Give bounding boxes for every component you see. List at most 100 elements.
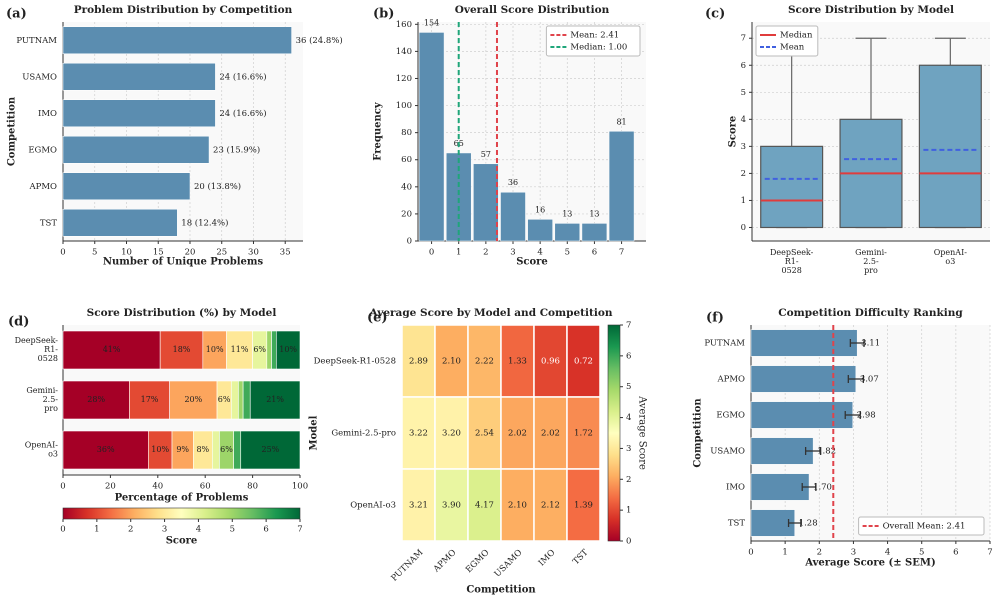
cell-label: 2.02 bbox=[508, 429, 527, 439]
value-label: 6% bbox=[218, 395, 231, 404]
y-tick-label: 3 bbox=[741, 142, 746, 152]
x-tick-label: 6 bbox=[953, 548, 958, 558]
cell-label: 3.20 bbox=[442, 429, 461, 439]
cell-label: 2.22 bbox=[475, 357, 494, 367]
x-tick-label: 60 bbox=[200, 482, 211, 492]
box bbox=[760, 145, 824, 229]
label-line: DeepSeek- bbox=[15, 336, 59, 345]
y-axis-label: Competition bbox=[7, 96, 18, 166]
value-label: 28% bbox=[87, 395, 105, 404]
x-tick-label: DeepSeek-R1-0528 bbox=[770, 248, 814, 275]
colorbar-label: Score bbox=[166, 536, 198, 547]
colorbar-tick-label: 4 bbox=[626, 413, 631, 423]
colorbar-tick-label: 6 bbox=[626, 351, 631, 361]
colorbar-label: Average Score bbox=[637, 395, 648, 470]
colorbar-tick-label: 2 bbox=[128, 525, 133, 535]
heatmap-cell bbox=[467, 396, 502, 470]
bar-segment bbox=[212, 430, 220, 470]
y-tick-label: DeepSeek-R1-0528 bbox=[15, 336, 59, 363]
y-axis-label: Model bbox=[309, 415, 320, 450]
panel-label: (d) bbox=[8, 315, 29, 330]
x-axis-label: Score bbox=[516, 257, 548, 268]
y-tick-label: 2 bbox=[741, 169, 746, 179]
x-tick-label: 0 bbox=[60, 248, 65, 258]
y-tick-label: EGMO bbox=[28, 145, 57, 155]
bar-segment bbox=[62, 430, 149, 470]
chart-title: Score Distribution (%) by Model bbox=[87, 307, 277, 319]
cell-label: 4.17 bbox=[475, 501, 494, 511]
y-tick-label: TST bbox=[728, 519, 745, 529]
label-line: Gemini- bbox=[855, 248, 887, 257]
x-tick-label: 5 bbox=[919, 548, 924, 558]
heatmap-cell bbox=[434, 396, 469, 470]
x-axis-label: Number of Unique Problems bbox=[103, 257, 264, 268]
colorbar-tick-label: 1 bbox=[94, 525, 99, 535]
y-tick-label: APMO bbox=[716, 375, 745, 385]
value-label: 24 (16.6%) bbox=[219, 71, 266, 82]
label-line: DeepSeek- bbox=[770, 248, 814, 257]
y-tick-label: TST bbox=[40, 218, 57, 228]
cell-label: 0.96 bbox=[541, 357, 560, 367]
label-line: 0528 bbox=[38, 354, 58, 363]
x-tick-label: USAMO bbox=[493, 548, 525, 580]
y-tick-label: 140 bbox=[396, 47, 412, 57]
bar bbox=[750, 329, 858, 357]
value-label: 6% bbox=[253, 345, 266, 354]
value-label: 21% bbox=[266, 395, 284, 404]
bar bbox=[62, 172, 191, 201]
y-tick-label: EGMO bbox=[716, 411, 745, 421]
y-tick-label: IMO bbox=[38, 109, 57, 119]
bar-segment bbox=[266, 330, 272, 370]
x-tick-label: APMO bbox=[431, 548, 458, 575]
panel-label: (e) bbox=[367, 311, 388, 326]
bar-segment bbox=[242, 380, 251, 420]
bar bbox=[608, 131, 635, 242]
panel-label: (f) bbox=[706, 311, 724, 326]
heatmap-cell bbox=[434, 324, 469, 398]
value-label: 18% bbox=[173, 345, 191, 354]
x-tick-label: TST bbox=[571, 548, 590, 567]
bar bbox=[62, 135, 210, 164]
heatmap-cell bbox=[467, 468, 502, 542]
value-label: 36 bbox=[508, 178, 518, 187]
y-tick-label: 60 bbox=[401, 155, 412, 165]
label-line: pro bbox=[864, 266, 878, 275]
label-line: pro bbox=[44, 404, 58, 413]
bar bbox=[750, 509, 795, 537]
colorbar-tick-label: 5 bbox=[626, 382, 631, 392]
x-tick-label: Gemini-2.5-pro bbox=[855, 248, 887, 275]
chart-title: Score Distribution by Model bbox=[788, 4, 954, 16]
cell-label: 1.39 bbox=[574, 501, 593, 511]
value-label: 20% bbox=[184, 395, 202, 404]
value-label: 10% bbox=[206, 345, 224, 354]
label-line: o3 bbox=[945, 257, 955, 266]
heatmap-cell bbox=[500, 324, 535, 398]
y-axis-label: Competition bbox=[693, 398, 704, 468]
x-tick-label: 35 bbox=[280, 248, 291, 258]
cell-label: 3.21 bbox=[409, 501, 428, 511]
x-tick-label: 1 bbox=[456, 248, 461, 258]
colorbar-tick-label: 7 bbox=[297, 525, 302, 535]
value-label: 8% bbox=[196, 445, 209, 454]
x-tick-label: 30 bbox=[248, 248, 259, 258]
colorbar-tick-label: 0 bbox=[626, 537, 631, 547]
cell-label: 2.10 bbox=[508, 501, 527, 511]
x-axis-label: Percentage of Problems bbox=[115, 493, 249, 504]
colorbar-tick-label: 4 bbox=[196, 525, 201, 535]
value-label: 23 (15.9%) bbox=[213, 144, 260, 155]
colorbar-tick-label: 2 bbox=[626, 475, 631, 485]
value-label: 2.98 bbox=[857, 411, 876, 421]
bar bbox=[418, 32, 445, 242]
bar-segment bbox=[238, 380, 244, 420]
y-tick-label: 20 bbox=[401, 209, 412, 219]
bar bbox=[554, 223, 581, 242]
bar-segment bbox=[249, 380, 301, 420]
x-tick-label: 7 bbox=[987, 548, 992, 558]
cell-label: 2.12 bbox=[541, 501, 560, 511]
bar bbox=[750, 437, 814, 465]
bar-segment bbox=[169, 380, 218, 420]
y-tick-label: DeepSeek-R1-0528 bbox=[314, 357, 396, 367]
x-tick-label: PUTNAM bbox=[390, 548, 426, 584]
value-label: 9% bbox=[176, 445, 189, 454]
x-tick-label: 10 bbox=[121, 248, 132, 258]
